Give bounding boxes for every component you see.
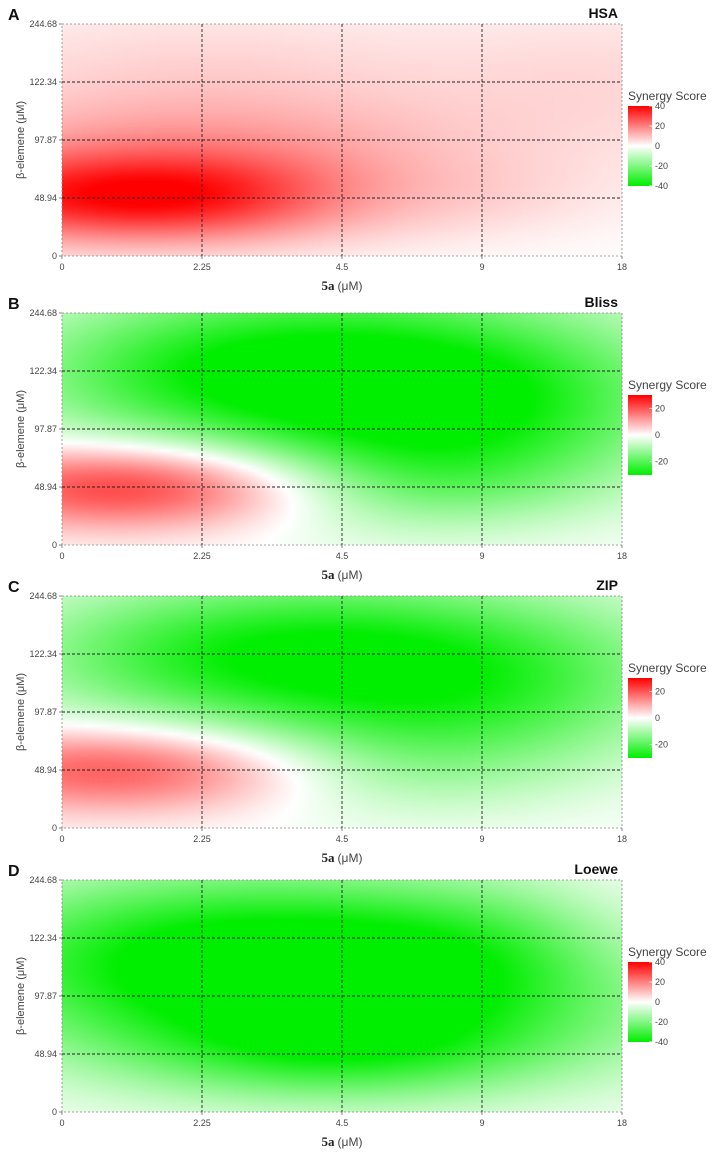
legend-tick-label: 40: [655, 101, 665, 111]
panel-letter: D: [8, 863, 20, 880]
x-tick-label: 9: [479, 834, 484, 844]
y-tick-label: 97.87: [34, 424, 57, 434]
x-tick-label: 2.25: [193, 1118, 211, 1128]
legend-tick-label: 20: [655, 403, 665, 413]
x-tick-label: 18: [617, 551, 627, 561]
panel-hsa: A HSA 0 2.25 4.5 9 18 0 48.94 97.87 122.34 244.68 5a…: [8, 5, 707, 293]
x-tick-label: 4.5: [336, 551, 349, 561]
x-tick-label: 0: [59, 1118, 64, 1128]
x-tick-label: 18: [617, 834, 627, 844]
legend-tick-label: 0: [655, 997, 660, 1007]
y-tick-label: 244.68: [29, 875, 57, 885]
x-tick-label: 18: [617, 1118, 627, 1128]
legend-colorbar: [628, 106, 652, 186]
y-tick-label: 97.87: [34, 991, 57, 1001]
legend-colorbar: [628, 962, 652, 1042]
legend-title: Synergy Score: [628, 945, 707, 959]
y-axis-label: β-elemene (μM): [15, 957, 27, 1035]
panel-loewe: D Loewe 0 2.25 4.5 9 18 0 48.94 97.87 122.34 244.68…: [8, 861, 707, 1149]
y-axis-label: β-elemene (μM): [15, 101, 27, 179]
x-tick-label: 4.5: [336, 834, 349, 844]
y-axis-label: β-elemene (μM): [15, 673, 27, 751]
legend-tick-label: 0: [655, 713, 660, 723]
x-tick-label: 9: [479, 551, 484, 561]
x-tick-label: 0: [59, 262, 64, 272]
y-tick-label: 244.68: [29, 591, 57, 601]
x-tick-label: 2.25: [193, 834, 211, 844]
legend-tick-label: 20: [655, 977, 665, 987]
y-tick-label: 48.94: [34, 482, 57, 492]
legend-tick-label: 40: [655, 957, 665, 967]
panel-bliss: B Bliss 0 2.25 4.5 9 18 0 48.94 97.87 122.34 244.68…: [8, 294, 707, 582]
x-axis-label: 5a (μM): [322, 278, 363, 293]
legend-title: Synergy Score: [628, 661, 707, 675]
method-title: Loewe: [574, 861, 618, 877]
x-tick-label: 2.25: [193, 262, 211, 272]
method-title: ZIP: [596, 577, 618, 593]
y-tick-label: 48.94: [34, 193, 57, 203]
y-tick-label: 122.34: [29, 933, 57, 943]
method-title: Bliss: [585, 294, 619, 310]
legend-tick-label: 0: [655, 430, 660, 440]
y-tick-label: 97.87: [34, 707, 57, 717]
y-tick-label: 0: [52, 823, 57, 833]
legend-tick-label: -20: [655, 1017, 668, 1027]
x-tick-label: 4.5: [336, 262, 349, 272]
x-axis-label: 5a (μM): [322, 850, 363, 865]
legend-tick-label: -40: [655, 181, 668, 191]
legend-title: Synergy Score: [628, 89, 707, 103]
y-axis-label: β-elemene (μM): [15, 390, 27, 468]
x-tick-label: 18: [617, 262, 627, 272]
y-tick-label: 97.87: [34, 135, 57, 145]
legend-colorbar: [628, 395, 652, 475]
x-axis-label: 5a (μM): [322, 567, 363, 582]
legend-tick-label: 0: [655, 141, 660, 151]
y-tick-label: 122.34: [29, 77, 57, 87]
x-tick-label: 0: [59, 834, 64, 844]
y-tick-label: 244.68: [29, 308, 57, 318]
panel-letter: A: [8, 7, 20, 24]
y-tick-label: 0: [52, 1107, 57, 1117]
x-tick-label: 0: [59, 551, 64, 561]
panel-letter: C: [8, 579, 20, 596]
legend-colorbar: [628, 678, 652, 758]
legend-title: Synergy Score: [628, 378, 707, 392]
legend-tick-label: 20: [655, 121, 665, 131]
x-tick-label: 9: [479, 1118, 484, 1128]
panel-letter: B: [8, 296, 20, 313]
x-tick-label: 2.25: [193, 551, 211, 561]
y-tick-label: 244.68: [29, 19, 57, 29]
x-axis-label: 5a (μM): [322, 1134, 363, 1149]
legend-tick-label: -20: [655, 161, 668, 171]
panel-zip: C ZIP 0 2.25 4.5 9 18 0 48.94 97.87 122.34 244.68 5a…: [8, 577, 707, 865]
legend-tick-label: -20: [655, 740, 668, 750]
y-tick-label: 122.34: [29, 366, 57, 376]
y-tick-label: 0: [52, 251, 57, 261]
y-tick-label: 0: [52, 540, 57, 550]
y-tick-label: 48.94: [34, 1049, 57, 1059]
legend-tick-label: -40: [655, 1037, 668, 1047]
x-tick-label: 9: [479, 262, 484, 272]
y-tick-label: 122.34: [29, 649, 57, 659]
x-tick-label: 4.5: [336, 1118, 349, 1128]
y-tick-label: 48.94: [34, 765, 57, 775]
method-title: HSA: [588, 5, 618, 21]
legend-tick-label: -20: [655, 457, 668, 467]
legend-tick-label: 20: [655, 686, 665, 696]
